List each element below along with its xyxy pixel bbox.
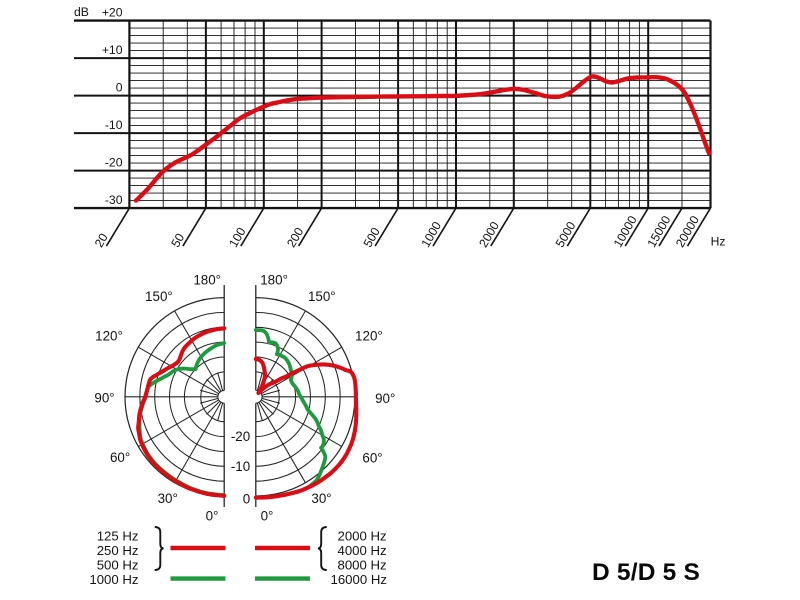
svg-text:180°: 180° [193,273,221,288]
svg-text:0°: 0° [206,509,219,524]
svg-text:dB: dB [74,5,89,19]
svg-text:60°: 60° [362,451,382,466]
svg-text:500 Hz: 500 Hz [97,558,139,573]
svg-text:90°: 90° [94,390,114,405]
svg-text:16000 Hz: 16000 Hz [331,572,387,587]
svg-text:150°: 150° [308,289,336,304]
svg-text:4000 Hz: 4000 Hz [338,543,387,558]
svg-text:+10: +10 [102,43,123,57]
svg-text:0°: 0° [261,509,274,524]
svg-text:60°: 60° [110,450,130,465]
svg-text:150°: 150° [145,289,173,304]
svg-text:2000 Hz: 2000 Hz [338,529,387,544]
svg-text:-20: -20 [231,429,250,444]
svg-text:+20: +20 [102,6,123,20]
svg-text:0: 0 [116,81,123,95]
svg-text:120°: 120° [95,329,123,344]
svg-text:8000 Hz: 8000 Hz [338,558,387,573]
svg-text:30°: 30° [311,491,331,506]
svg-text:-20: -20 [105,156,123,170]
svg-text:0: 0 [243,492,250,507]
svg-text:120°: 120° [355,329,383,344]
svg-text:180°: 180° [260,273,288,288]
svg-text:-30: -30 [105,193,123,207]
svg-text:90°: 90° [375,391,395,406]
svg-text:1000 Hz: 1000 Hz [89,572,138,587]
svg-text:-10: -10 [231,459,250,474]
svg-text:50: 50 [168,231,187,250]
svg-text:D 5/D 5 S: D 5/D 5 S [592,559,700,586]
svg-text:Hz: Hz [711,235,726,249]
svg-text:-10: -10 [105,118,123,132]
svg-text:20: 20 [92,231,111,250]
svg-text:250 Hz: 250 Hz [97,543,139,558]
svg-text:125 Hz: 125 Hz [97,529,139,544]
svg-text:30°: 30° [158,491,178,506]
